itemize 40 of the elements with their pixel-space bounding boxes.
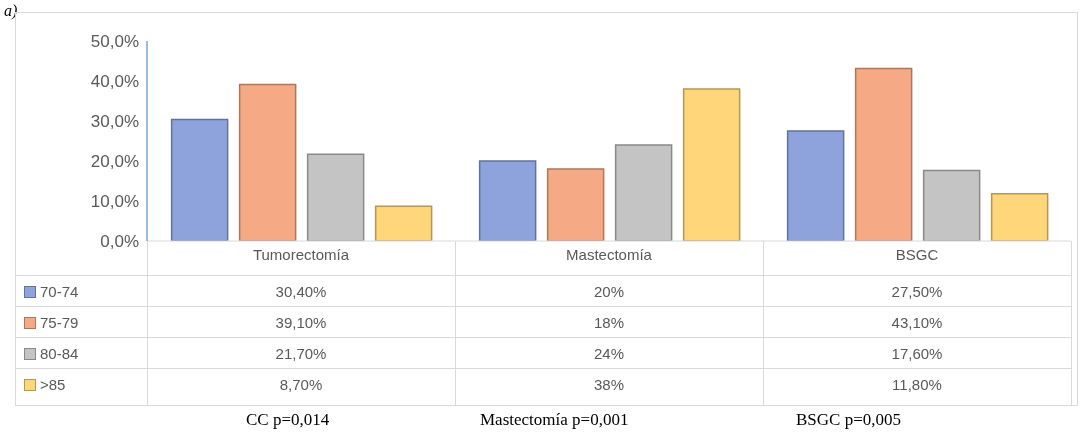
bar (990, 193, 1049, 241)
legend-label: >85 (40, 376, 66, 393)
data-label: 21,70% (274, 344, 328, 364)
bar (922, 169, 981, 241)
bar (374, 205, 433, 241)
data-label: 20% (593, 282, 625, 302)
bar (478, 160, 537, 241)
x-tick-label: Mastectomía (566, 245, 653, 263)
y-tick-label: 20,0% (90, 152, 139, 172)
y-tick-label: 40,0% (90, 72, 139, 92)
bar (682, 88, 741, 241)
text: BSGC p=0,005 (796, 410, 901, 430)
bar (170, 118, 229, 241)
bar (854, 67, 913, 241)
data-label: 18% (593, 313, 625, 333)
text: Mastectomía p=0,001 (480, 410, 629, 430)
data-label: 38% (593, 375, 625, 395)
bar (614, 144, 673, 241)
y-tick-label: 50,0% (90, 32, 139, 52)
bar (238, 83, 297, 241)
bar (306, 153, 365, 241)
data-label: 24% (593, 344, 625, 364)
y-tick-label: 30,0% (90, 112, 139, 132)
data-label: 39,10% (274, 313, 328, 333)
bar (546, 168, 605, 241)
y-tick-label: 0,0% (100, 232, 139, 252)
legend-label: 80-84 (40, 345, 79, 362)
data-label: 27,50% (890, 282, 944, 302)
data-label: 30,40% (274, 282, 328, 302)
bar (786, 130, 845, 241)
x-tick-label: BSGC (895, 245, 939, 263)
data-label: 17,60% (890, 344, 944, 364)
data-label: 8,70% (278, 375, 324, 395)
data-label: 11,80% (891, 375, 943, 395)
y-tick-label: 10,0% (90, 192, 139, 212)
data-label: 43,10% (890, 313, 944, 333)
legend-label: 75-79 (40, 314, 79, 331)
x-tick-label: Tumorectomía (252, 245, 350, 263)
text: CC p=0,014 (246, 410, 330, 430)
legend-label: 70-74 (40, 283, 79, 300)
